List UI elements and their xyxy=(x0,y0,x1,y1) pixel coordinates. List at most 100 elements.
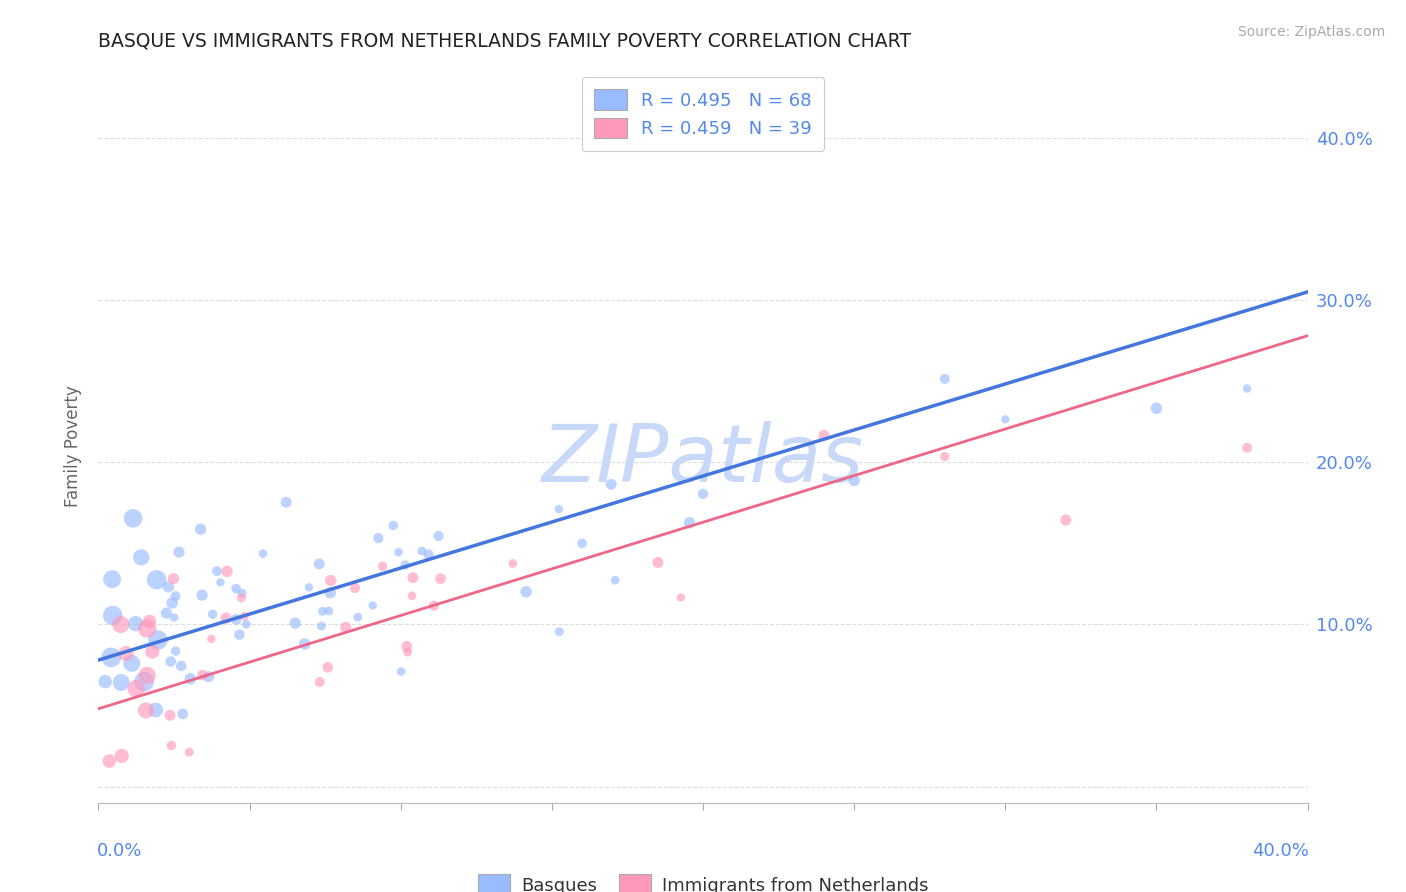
Point xyxy=(429,572,451,586)
Point xyxy=(319,585,342,599)
Point xyxy=(200,632,222,646)
Text: BASQUE VS IMMIGRANTS FROM NETHERLANDS FAMILY POVERTY CORRELATION CHART: BASQUE VS IMMIGRANTS FROM NETHERLANDS FA… xyxy=(98,31,911,50)
Point xyxy=(318,604,340,618)
Point xyxy=(252,547,274,561)
Point xyxy=(201,607,224,622)
Point xyxy=(647,556,669,570)
Point xyxy=(316,660,339,674)
Point xyxy=(427,529,450,543)
Point xyxy=(233,609,256,624)
Point xyxy=(134,674,156,689)
Point xyxy=(692,487,714,501)
Point xyxy=(122,511,145,525)
Point xyxy=(395,640,418,654)
Point xyxy=(335,620,357,634)
Point xyxy=(225,582,247,596)
Point xyxy=(274,495,297,509)
Point xyxy=(401,589,423,603)
Point xyxy=(165,589,187,603)
Point xyxy=(159,655,181,669)
Point xyxy=(1236,381,1258,395)
Point xyxy=(157,580,180,594)
Point xyxy=(101,608,124,623)
Point xyxy=(547,502,569,516)
Point xyxy=(110,675,132,690)
Point xyxy=(124,616,146,631)
Point xyxy=(162,572,184,586)
Point xyxy=(284,616,307,631)
Point xyxy=(167,545,190,559)
Point xyxy=(343,581,366,595)
Point xyxy=(217,565,239,579)
Point xyxy=(110,617,132,632)
Point xyxy=(129,550,152,565)
Point xyxy=(934,372,956,386)
Point xyxy=(235,617,257,632)
Point xyxy=(605,573,627,587)
Point xyxy=(94,674,117,689)
Point xyxy=(145,573,167,587)
Point xyxy=(371,559,394,574)
Text: 0.0%: 0.0% xyxy=(97,842,142,860)
Point xyxy=(146,632,169,647)
Legend: Basques, Immigrants from Netherlands: Basques, Immigrants from Netherlands xyxy=(465,862,941,892)
Point xyxy=(402,571,425,585)
Point xyxy=(121,657,143,671)
Point xyxy=(294,637,316,651)
Point xyxy=(115,647,138,661)
Point xyxy=(190,522,212,536)
Point xyxy=(308,675,330,690)
Point xyxy=(101,572,124,586)
Point xyxy=(225,612,247,626)
Point xyxy=(228,628,250,642)
Point xyxy=(160,739,183,753)
Point xyxy=(1144,401,1167,416)
Point xyxy=(548,624,571,639)
Point xyxy=(1054,513,1077,527)
Point xyxy=(418,548,440,562)
Point xyxy=(163,610,186,624)
Point xyxy=(411,544,433,558)
Point xyxy=(179,745,201,759)
Point xyxy=(191,588,214,602)
Point xyxy=(205,564,228,578)
Point xyxy=(311,619,333,633)
Text: 40.0%: 40.0% xyxy=(1251,842,1309,860)
Point xyxy=(215,611,238,625)
Point xyxy=(1236,441,1258,455)
Point xyxy=(160,596,183,610)
Point xyxy=(669,591,692,605)
Point xyxy=(125,681,148,696)
Point xyxy=(844,474,866,488)
Point xyxy=(298,580,321,594)
Point xyxy=(179,672,201,686)
Point xyxy=(159,708,181,723)
Point xyxy=(361,599,384,613)
Point xyxy=(367,531,389,545)
Point xyxy=(600,477,623,491)
Point xyxy=(209,575,232,590)
Point xyxy=(319,574,342,588)
Point xyxy=(231,586,253,600)
Text: ZIPatlas: ZIPatlas xyxy=(541,421,865,500)
Point xyxy=(396,645,419,659)
Point xyxy=(571,536,593,550)
Point xyxy=(138,615,160,629)
Point xyxy=(141,645,163,659)
Point xyxy=(346,610,368,624)
Point xyxy=(394,558,416,572)
Point xyxy=(502,557,524,571)
Point xyxy=(308,557,330,571)
Point xyxy=(172,706,194,721)
Point xyxy=(135,703,157,717)
Point xyxy=(994,412,1017,426)
Y-axis label: Family Poverty: Family Poverty xyxy=(65,385,83,507)
Text: Source: ZipAtlas.com: Source: ZipAtlas.com xyxy=(1237,25,1385,39)
Point xyxy=(145,703,167,717)
Point xyxy=(197,670,219,684)
Point xyxy=(934,450,956,464)
Point xyxy=(382,518,405,533)
Point xyxy=(100,650,122,665)
Point xyxy=(136,668,159,682)
Point xyxy=(389,665,412,679)
